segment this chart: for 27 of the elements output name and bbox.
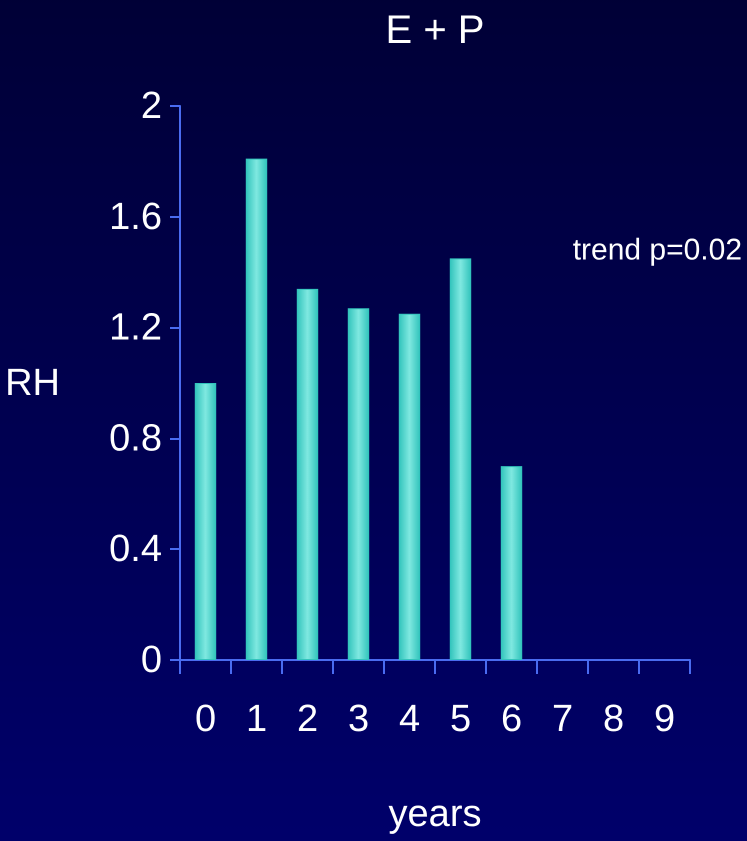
x-tick-label: 6	[500, 698, 522, 740]
x-tick-label: 7	[552, 698, 574, 740]
annotation: trend p=0.02	[572, 234, 742, 266]
y-tick-label: 1.6	[109, 196, 162, 238]
y-axis-title: RH	[5, 362, 60, 404]
y-tick-label: 0.4	[109, 528, 162, 570]
x-tick-label: 8	[602, 698, 624, 740]
bar	[194, 383, 216, 660]
bar	[296, 288, 318, 660]
x-tick-label: 3	[348, 698, 370, 740]
x-tick-label: 5	[450, 698, 472, 740]
x-tick-label: 1	[246, 698, 268, 740]
y-tick-label: 2	[140, 85, 162, 127]
x-tick-label: 0	[194, 698, 216, 740]
x-tick-label: 4	[398, 698, 420, 740]
x-tick-label: 9	[654, 698, 676, 740]
bar	[348, 308, 370, 660]
x-tick-label: 2	[296, 698, 318, 740]
chart-title: E + P	[386, 8, 484, 52]
bar	[246, 158, 268, 660]
x-axis-title: years	[388, 793, 482, 835]
bar	[500, 466, 522, 660]
y-tick-label: 0.8	[109, 417, 162, 460]
bar	[450, 258, 472, 660]
y-tick-label: 0	[140, 639, 162, 681]
bar	[398, 314, 420, 660]
y-tick-label: 1.2	[109, 306, 162, 349]
